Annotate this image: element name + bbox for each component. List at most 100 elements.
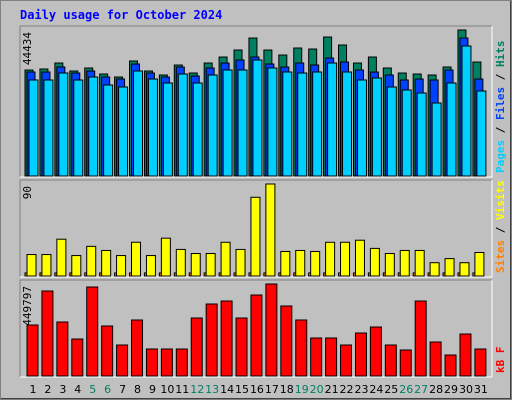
panel-bevel bbox=[20, 280, 493, 378]
x-tick-label: 5 bbox=[89, 383, 96, 396]
legend-entry: Hits bbox=[494, 41, 507, 68]
bar bbox=[369, 326, 382, 377]
bar bbox=[145, 255, 156, 277]
bar bbox=[384, 344, 397, 377]
chart-title: Daily usage for October 2024 bbox=[20, 8, 222, 22]
bar bbox=[280, 305, 293, 377]
x-tick-label: 4 bbox=[74, 383, 81, 396]
bar bbox=[416, 92, 427, 177]
bar bbox=[401, 89, 412, 177]
bar bbox=[431, 102, 442, 177]
y-tick-label: 90 bbox=[21, 186, 34, 199]
bar bbox=[220, 300, 233, 377]
bar bbox=[354, 239, 365, 277]
bar bbox=[414, 249, 425, 277]
bar bbox=[235, 317, 248, 377]
bar bbox=[476, 90, 487, 177]
legend-separator: / bbox=[494, 220, 507, 240]
x-tick-label: 19 bbox=[295, 383, 309, 396]
bar bbox=[26, 254, 37, 277]
panel-bevel bbox=[19, 179, 492, 277]
bar bbox=[145, 348, 158, 377]
bar bbox=[28, 79, 39, 177]
x-tick-label: 26 bbox=[399, 383, 413, 396]
bar bbox=[386, 86, 397, 177]
bar bbox=[280, 250, 291, 277]
bar bbox=[369, 247, 380, 277]
bar bbox=[461, 45, 472, 177]
bar bbox=[252, 59, 263, 177]
bar bbox=[131, 319, 144, 377]
bar bbox=[310, 337, 323, 377]
x-tick-label: 27 bbox=[414, 383, 428, 396]
panel-bevel bbox=[20, 180, 493, 278]
bar bbox=[340, 344, 353, 377]
bar bbox=[26, 324, 39, 377]
panel-bevel bbox=[19, 25, 492, 177]
legend-entry: Pages bbox=[494, 140, 507, 173]
x-tick-label: 22 bbox=[340, 383, 354, 396]
bar bbox=[371, 77, 382, 177]
bar bbox=[56, 238, 67, 277]
bar bbox=[297, 72, 308, 177]
legend-entry: Sites bbox=[494, 240, 507, 273]
bar bbox=[356, 79, 367, 177]
bar bbox=[414, 300, 427, 377]
bar bbox=[250, 196, 261, 277]
bar bbox=[235, 248, 246, 277]
bar bbox=[162, 82, 173, 177]
legend-separator: / bbox=[494, 67, 507, 87]
legend-entry: Visits bbox=[494, 180, 507, 220]
bar bbox=[340, 241, 351, 277]
bar bbox=[327, 62, 338, 177]
x-tick-label: 8 bbox=[134, 383, 141, 396]
x-tick-label: 9 bbox=[149, 383, 156, 396]
bar bbox=[131, 241, 142, 277]
bar bbox=[41, 290, 54, 377]
x-tick-label: 13 bbox=[205, 383, 219, 396]
x-tick-label: 31 bbox=[474, 383, 488, 396]
bar bbox=[446, 82, 457, 177]
bar bbox=[220, 241, 231, 277]
x-tick-label: 12 bbox=[190, 383, 204, 396]
legend: kB F bbox=[494, 347, 507, 374]
bar bbox=[160, 348, 173, 377]
bar bbox=[444, 354, 457, 377]
bar bbox=[103, 84, 114, 177]
legend-entry: kB F bbox=[494, 347, 507, 374]
bar bbox=[177, 73, 188, 177]
bar bbox=[222, 69, 233, 177]
bar bbox=[56, 321, 69, 377]
bar bbox=[459, 262, 470, 277]
bar bbox=[265, 183, 276, 277]
bar bbox=[207, 74, 218, 177]
bar bbox=[133, 70, 144, 177]
bar bbox=[312, 71, 323, 177]
bar bbox=[474, 251, 485, 277]
legend-entry: Files bbox=[494, 87, 507, 120]
panel-bevel bbox=[20, 26, 493, 178]
y-tick-label: 449797 bbox=[21, 286, 34, 326]
x-tick-label: 16 bbox=[250, 383, 264, 396]
bar bbox=[237, 69, 248, 177]
bar bbox=[399, 249, 410, 277]
bar bbox=[459, 333, 472, 377]
legend: Sites / Visits bbox=[494, 180, 507, 273]
bar bbox=[160, 237, 171, 277]
bar bbox=[43, 79, 54, 177]
x-tick-label: 24 bbox=[369, 383, 383, 396]
bar bbox=[175, 348, 188, 377]
bar bbox=[325, 241, 336, 277]
bar bbox=[175, 248, 186, 277]
bar bbox=[41, 254, 52, 277]
bar bbox=[205, 303, 218, 377]
bar bbox=[325, 337, 338, 377]
bar bbox=[116, 255, 127, 277]
bar bbox=[267, 67, 278, 177]
bar bbox=[71, 255, 82, 277]
bar bbox=[86, 286, 99, 377]
bar bbox=[86, 245, 97, 277]
bar bbox=[429, 341, 442, 377]
panel-bevel bbox=[19, 279, 492, 377]
